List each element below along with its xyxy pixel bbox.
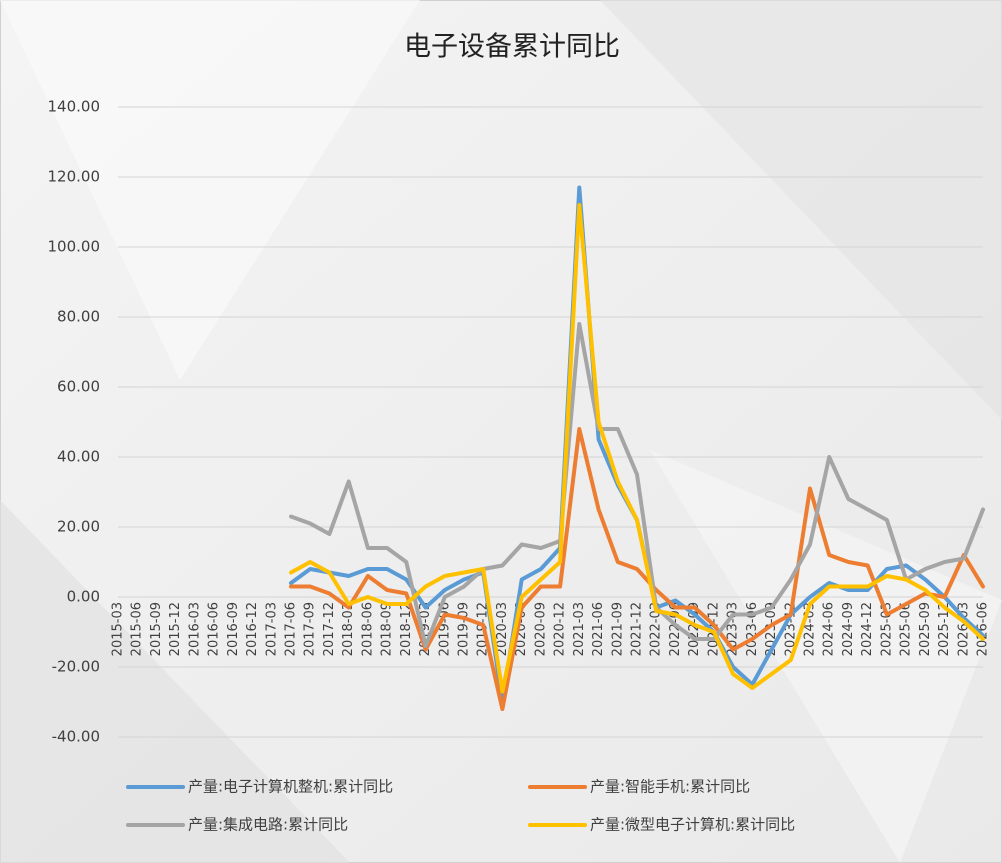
- x-tick-label: 2015-09: [149, 602, 164, 656]
- legend-label: 产量:智能手机:累计同比: [590, 778, 750, 796]
- x-tick-label: 2025-12: [937, 602, 952, 656]
- x-tick-label: 2016-09: [226, 602, 241, 656]
- x-tick-label: 2022-03: [649, 602, 664, 656]
- x-tick-label: 2016-12: [245, 602, 260, 656]
- y-tick-label: 60.00: [57, 378, 100, 396]
- x-tick-label: 2025-06: [899, 602, 914, 656]
- y-tick-label: 0.00: [67, 588, 100, 606]
- x-tick-label: 2024-09: [841, 602, 856, 656]
- x-tick-label: 2015-12: [168, 602, 183, 656]
- y-tick-label: 20.00: [57, 518, 100, 536]
- x-tick-label: 2017-12: [322, 602, 337, 656]
- x-tick-label: 2019-09: [457, 602, 472, 656]
- x-tick-label: 2024-06: [822, 602, 837, 656]
- y-tick-label: 100.00: [48, 238, 101, 256]
- legend-label: 产量:电子计算机整机:累计同比: [188, 778, 393, 796]
- chart-title: 电子设备累计同比: [404, 32, 620, 63]
- x-tick-label: 2021-06: [591, 602, 606, 656]
- x-tick-label: 2018-06: [360, 602, 375, 656]
- decor: [600, 0, 1002, 420]
- x-tick-label: 2021-09: [610, 602, 625, 656]
- x-tick-label: 2025-03: [879, 602, 894, 656]
- x-tick-label: 2016-03: [187, 602, 202, 656]
- y-tick-label: 140.00: [48, 98, 101, 116]
- x-tick-label: 2018-03: [341, 602, 356, 656]
- x-tick-label: 2024-12: [860, 602, 875, 656]
- legend-label: 产量:集成电路:累计同比: [188, 816, 348, 834]
- x-tick-label: 2015-03: [111, 602, 126, 656]
- x-tick-label: 2015-06: [130, 602, 145, 656]
- x-tick-label: 2021-12: [630, 602, 645, 656]
- y-tick-label: -40.00: [52, 728, 100, 746]
- y-tick-label: 80.00: [57, 308, 100, 326]
- legend-label: 产量:微型电子计算机:累计同比: [590, 816, 795, 834]
- y-tick-label: 40.00: [57, 448, 100, 466]
- x-tick-label: 2026-06: [976, 602, 991, 656]
- x-tick-label: 2020-09: [533, 602, 548, 656]
- x-tick-label: 2020-03: [495, 602, 510, 656]
- x-tick-label: 2016-06: [207, 602, 222, 656]
- y-tick-label: -20.00: [52, 658, 100, 676]
- series-line: [289, 203, 985, 694]
- x-tick-label: 2018-09: [380, 602, 395, 656]
- series-line: [289, 427, 985, 711]
- x-tick-label: 2017-03: [264, 602, 279, 656]
- x-tick-label: 2025-09: [918, 602, 933, 656]
- x-tick-label: 2017-06: [284, 602, 299, 656]
- x-tick-label: 2021-03: [572, 602, 587, 656]
- x-tick-label: 2017-09: [303, 602, 318, 656]
- x-tick-label: 2018-12: [399, 602, 414, 656]
- series-line: [289, 322, 985, 648]
- decor: [0, 500, 350, 863]
- x-tick-label: 2020-12: [553, 602, 568, 656]
- decor: [0, 0, 420, 380]
- y-tick-label: 120.00: [48, 168, 101, 186]
- decor: [650, 450, 1002, 863]
- x-tick-label: 2023-06: [745, 602, 760, 656]
